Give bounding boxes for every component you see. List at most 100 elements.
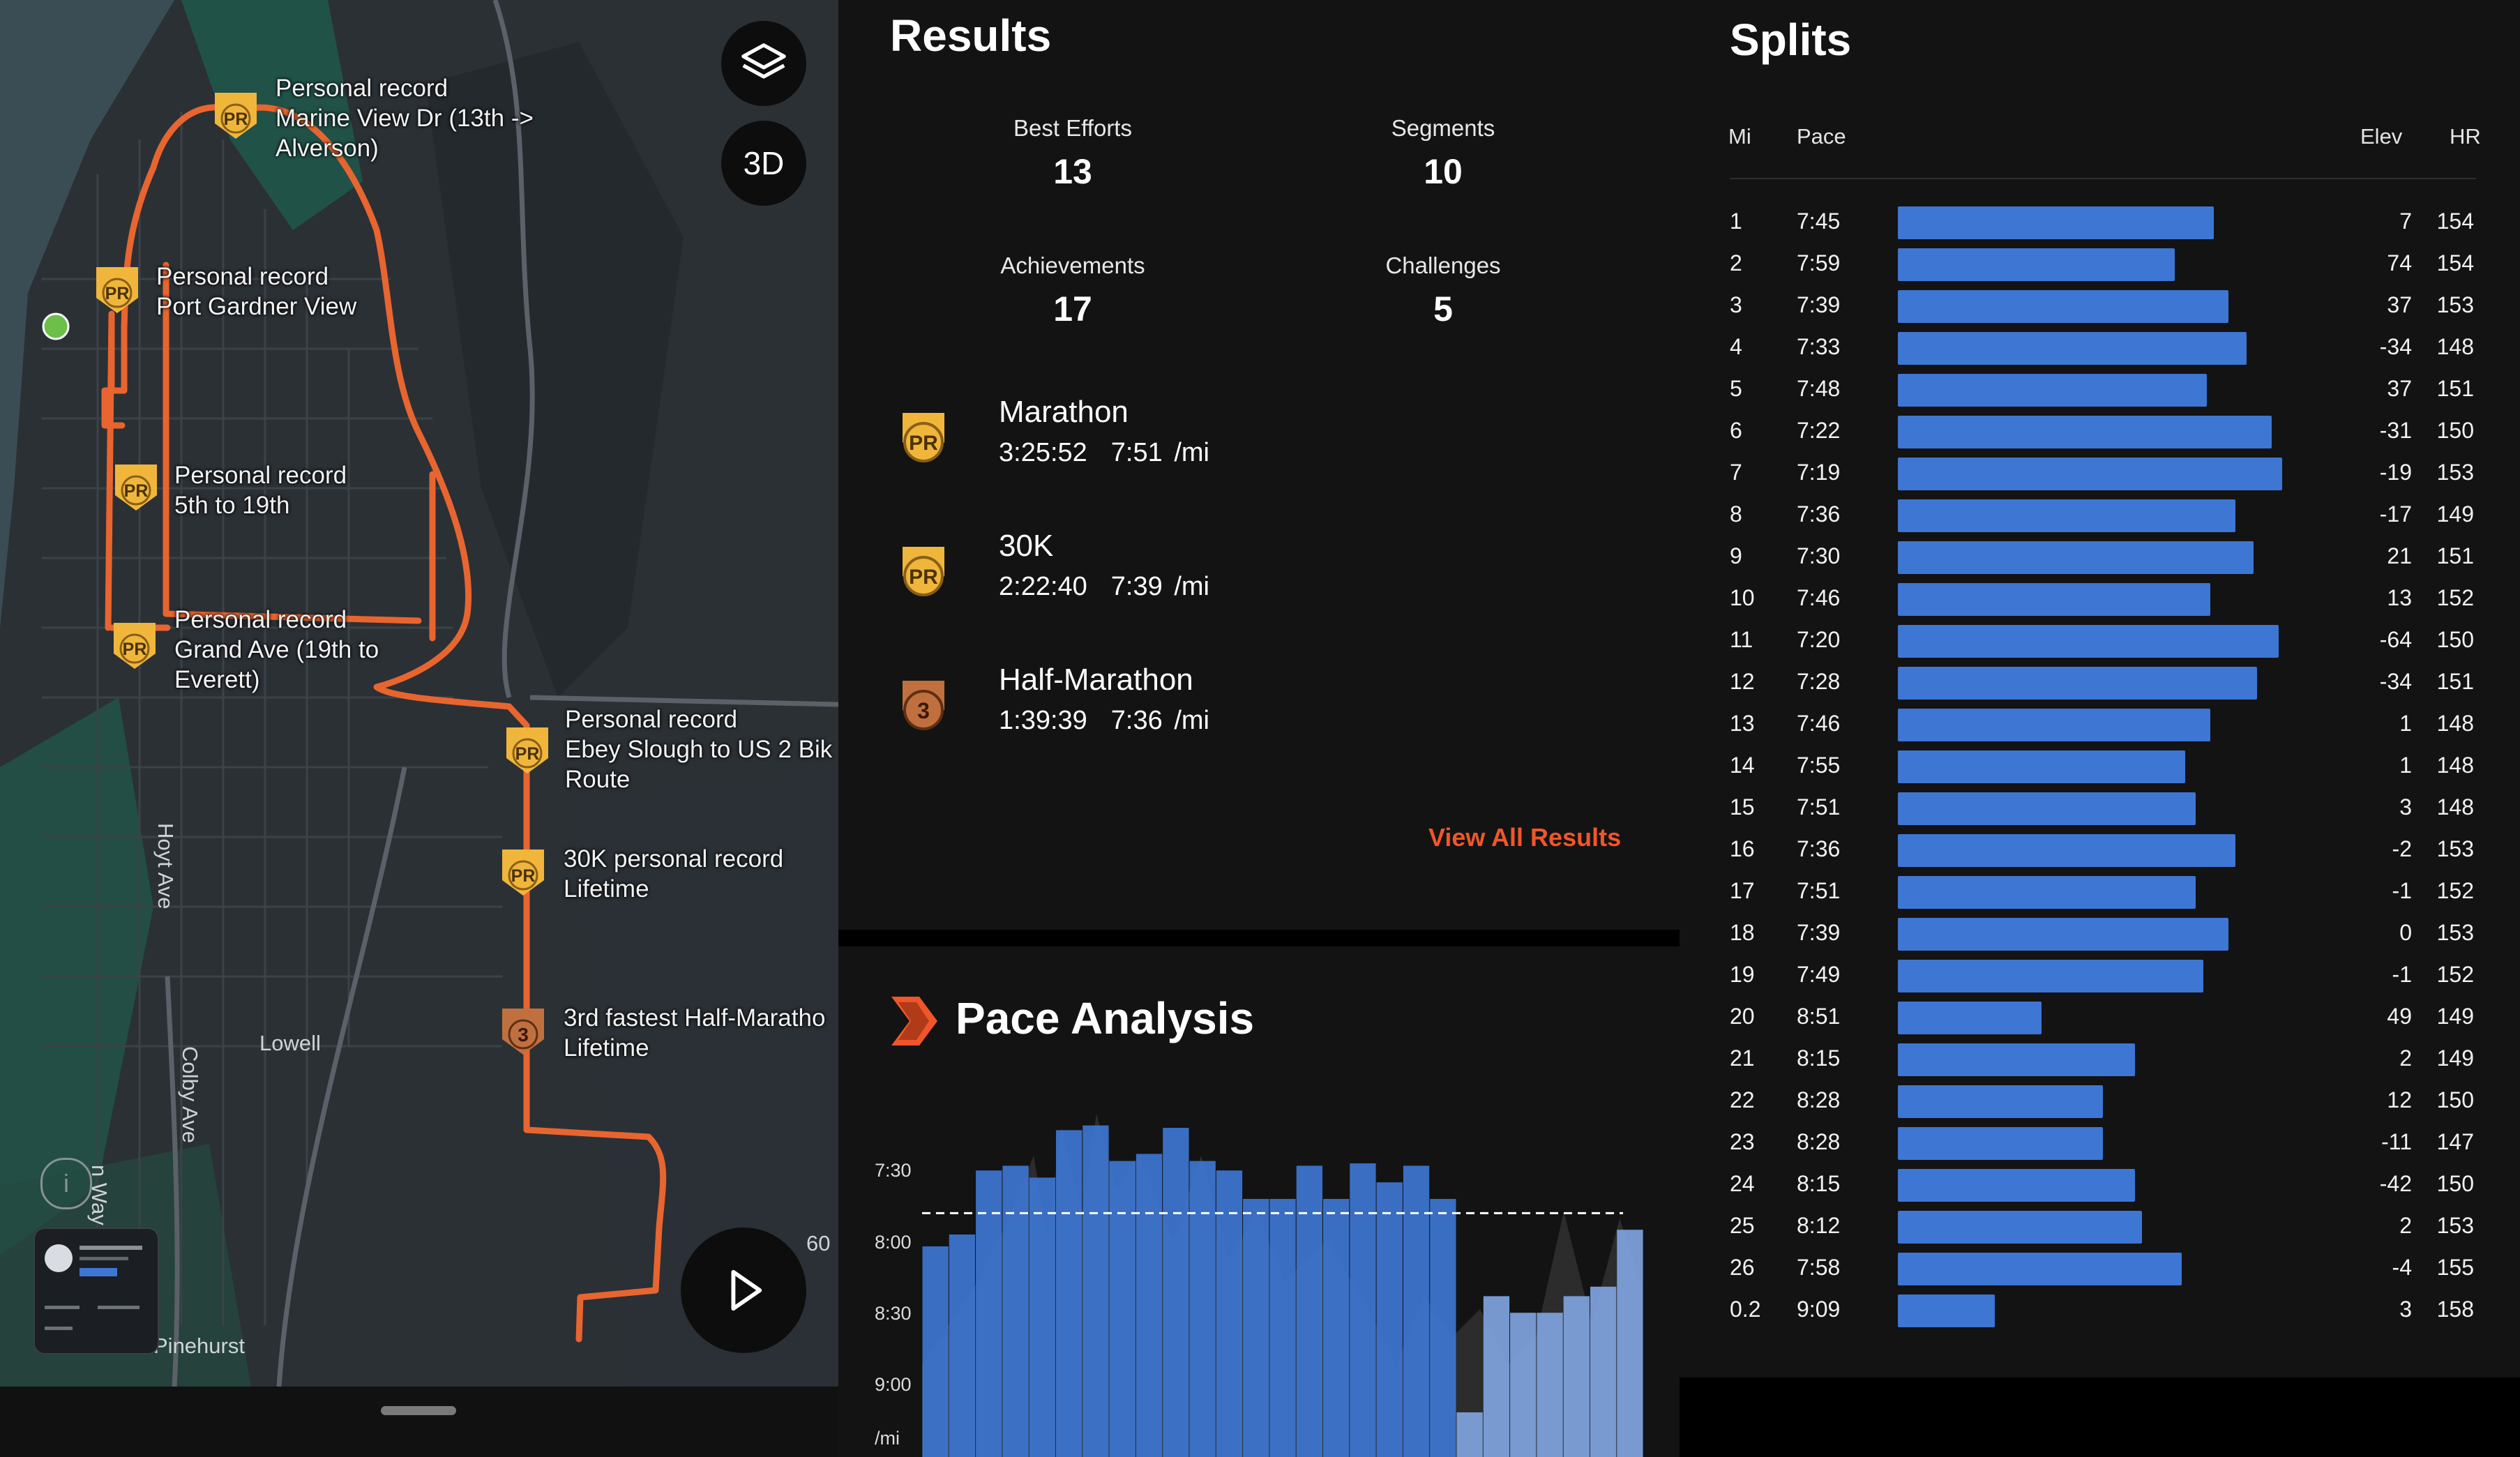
pr-label-ebey-slough[interactable]: Personal record Ebey Slough to US 2 Bik … [565, 706, 833, 793]
pr-label-5th-to-19th[interactable]: Personal record 5th to 19th [174, 462, 347, 519]
pr-badges: PR PR PR PR PR PR 3 [96, 93, 548, 1055]
split-row[interactable]: 23 8:28 -11 147 [1680, 1121, 2520, 1163]
split-heart-rate: 152 [2436, 962, 2474, 987]
award-card-thumbnail[interactable] [33, 1228, 159, 1354]
split-row[interactable]: 10 7:46 13 152 [1680, 577, 2520, 619]
split-row[interactable]: 1 7:45 7 154 [1680, 200, 2520, 242]
layers-button[interactable] [721, 21, 806, 106]
pace-analysis-title: Pace Analysis [956, 993, 1255, 1043]
info-icon[interactable]: i [40, 1158, 92, 1209]
street-label: 60 [806, 1231, 831, 1255]
svg-text:3: 3 [518, 1024, 529, 1045]
svg-text:PR: PR [909, 566, 938, 589]
split-elevation: -17 [2379, 501, 2412, 527]
svg-text:3: 3 [917, 698, 930, 723]
play-button[interactable] [681, 1228, 806, 1353]
split-row[interactable]: 24 8:15 -42 150 [1680, 1163, 2520, 1205]
pace-bar [922, 1246, 949, 1457]
pr-label-half-marathon[interactable]: 3rd fastest Half-Maratho Lifetime [564, 1004, 826, 1062]
split-pace-bar [1898, 667, 2257, 700]
pr-label-port-gardner[interactable]: Personal record Port Gardner View [156, 263, 357, 320]
bottom-sheet-handle[interactable] [0, 1387, 838, 1457]
split-pace-bar [1898, 416, 2272, 448]
split-row[interactable]: 11 7:20 -64 150 [1680, 619, 2520, 660]
split-heart-rate: 153 [2436, 460, 2474, 485]
split-row[interactable]: 5 7:48 37 151 [1680, 368, 2520, 409]
split-row[interactable]: 15 7:51 3 148 [1680, 786, 2520, 828]
split-row[interactable]: 26 7:58 -4 155 [1680, 1246, 2520, 1288]
view-all-results-link[interactable]: View All Results [1428, 823, 1622, 852]
split-pace: 7:46 [1797, 585, 1841, 610]
split-mile: 1 [1730, 209, 1742, 234]
pace-bar [1029, 1177, 1055, 1457]
pr-label-marine-view[interactable]: Personal record Marine View Dr (13th -> … [276, 75, 534, 162]
stat-segments[interactable]: Segments 10 [1304, 115, 1583, 192]
split-elevation: 2 [2399, 1213, 2412, 1238]
pr-label-30k[interactable]: 30K personal record Lifetime [564, 845, 784, 903]
split-heart-rate: 152 [2436, 878, 2474, 903]
split-row[interactable]: 22 8:28 12 150 [1680, 1079, 2520, 1121]
split-elevation: 74 [2387, 250, 2412, 275]
pace-bar [1109, 1161, 1135, 1457]
split-row[interactable]: 3 7:39 37 153 [1680, 284, 2520, 326]
split-heart-rate: 149 [2436, 1045, 2474, 1071]
stat-challenges[interactable]: Challenges 5 [1304, 252, 1583, 329]
pr-label-grand-ave[interactable]: Personal record Grand Ave (19th to Evere… [174, 606, 379, 693]
stat-achievements[interactable]: Achievements 17 [933, 252, 1212, 329]
split-row[interactable]: 6 7:22 -31 150 [1680, 409, 2520, 451]
split-pace: 8:15 [1797, 1045, 1841, 1071]
map-canvas[interactable]: PR PR PR PR PR PR 3 [0, 0, 838, 1387]
split-row[interactable]: 7 7:19 -19 153 [1680, 451, 2520, 493]
split-row[interactable]: 0.2 9:09 3 158 [1680, 1288, 2520, 1330]
pace-bar [976, 1170, 1002, 1457]
split-pace-bar [1898, 206, 2215, 239]
split-heart-rate: 153 [2436, 1213, 2474, 1238]
split-row[interactable]: 20 8:51 49 149 [1680, 995, 2520, 1037]
split-pace: 7:48 [1797, 376, 1841, 401]
split-mile: 15 [1730, 794, 1755, 820]
drag-handle[interactable] [381, 1406, 456, 1415]
split-heart-rate: 153 [2436, 920, 2474, 945]
pace-bar [1323, 1199, 1350, 1457]
pace-bar [1189, 1161, 1216, 1457]
split-row[interactable]: 13 7:46 1 148 [1680, 702, 2520, 744]
y-tick-label: 8:30 [875, 1303, 912, 1324]
split-mile: 14 [1730, 753, 1755, 778]
split-elevation: 0 [2399, 920, 2412, 945]
split-elevation: 1 [2399, 711, 2412, 736]
split-pace-bar [1898, 1169, 2135, 1202]
3d-button[interactable]: 3D [721, 121, 806, 206]
split-heart-rate: 153 [2436, 836, 2474, 861]
split-row[interactable]: 25 8:12 2 153 [1680, 1205, 2520, 1246]
route-map[interactable]: PR PR PR PR PR PR 3 Personal record Mari… [0, 0, 838, 1457]
pace-bar [1537, 1313, 1563, 1457]
split-row[interactable]: 2 7:59 74 154 [1680, 242, 2520, 284]
pace-bar [1403, 1165, 1430, 1457]
split-row[interactable]: 19 7:49 -1 152 [1680, 953, 2520, 995]
pace-bar [1430, 1199, 1456, 1457]
split-row[interactable]: 4 7:33 -34 148 [1680, 326, 2520, 368]
split-mile: 22 [1730, 1087, 1755, 1112]
results-title: Results [890, 10, 1052, 61]
split-elevation: -11 [2381, 1129, 2412, 1154]
split-row[interactable]: 18 7:39 0 153 [1680, 912, 2520, 953]
split-heart-rate: 150 [2436, 418, 2474, 443]
pace-bar [1456, 1412, 1483, 1457]
street-label: Pinehurst [153, 1334, 245, 1358]
split-row[interactable]: 17 7:51 -1 152 [1680, 870, 2520, 912]
pace-bar [1002, 1165, 1029, 1457]
split-row[interactable]: 16 7:36 -2 153 [1680, 828, 2520, 870]
split-row[interactable]: 12 7:28 -34 151 [1680, 660, 2520, 702]
split-row[interactable]: 9 7:30 21 151 [1680, 535, 2520, 577]
col-header-elev: Elev [2360, 124, 2403, 149]
split-row[interactable]: 14 7:55 1 148 [1680, 744, 2520, 786]
split-heart-rate: 148 [2436, 794, 2474, 820]
split-mile: 6 [1730, 418, 1742, 443]
stat-label: Challenges [1385, 252, 1501, 278]
splits-panel: Splits Mi Pace Elev HR 1 7:45 7 154 2 7:59 74 1… [1680, 0, 2520, 1377]
pace-chart[interactable] [838, 946, 1680, 1457]
split-row[interactable]: 8 7:36 -17 149 [1680, 493, 2520, 535]
y-tick-label: 7:30 [875, 1160, 912, 1181]
split-row[interactable]: 21 8:15 2 149 [1680, 1037, 2520, 1079]
stat-best-efforts[interactable]: Best Efforts 13 [933, 115, 1212, 192]
